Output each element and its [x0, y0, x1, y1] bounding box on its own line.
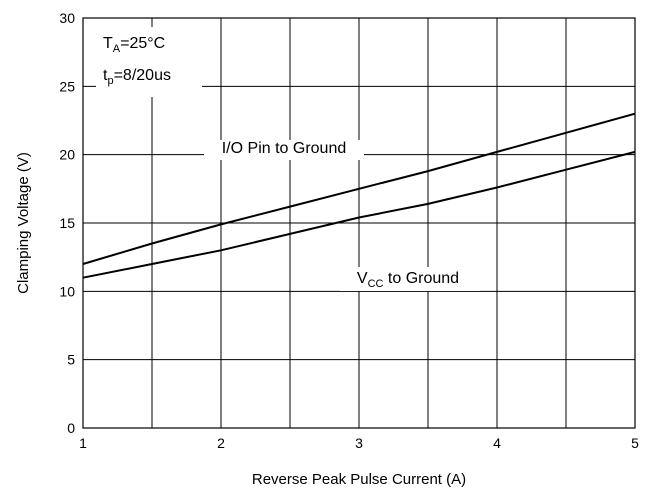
series-line-vcc-to-ground	[82, 150, 636, 279]
condition-pulse-value: =8/20us	[114, 67, 171, 84]
y-tick-label: 15	[59, 215, 75, 231]
series-label-vcc-rest: to Ground	[383, 270, 459, 287]
condition-temperature-sub: A	[113, 43, 121, 55]
series-label-io: I/O Pin to Ground	[222, 140, 347, 157]
x-tick-label: 2	[217, 435, 225, 451]
condition-temperature-value: =25°C	[120, 35, 165, 52]
conditions-label-background	[96, 27, 202, 97]
series-label-vcc-sub: CC	[368, 278, 384, 290]
y-tick-label: 5	[67, 352, 75, 368]
x-tick-label: 3	[355, 435, 363, 451]
condition-temperature: TA=25°C	[103, 35, 165, 55]
vcc-label-background	[340, 267, 480, 291]
y-tick-label: 20	[59, 147, 75, 163]
series-label-vcc-main: V	[357, 270, 368, 287]
series-label-vcc: VCC to Ground	[357, 270, 459, 290]
condition-pulse-sub: p	[107, 75, 113, 87]
y-tick-label: 30	[59, 10, 75, 26]
x-axis-title: Reverse Peak Pulse Current (A)	[252, 471, 466, 488]
x-tick-label: 5	[631, 435, 639, 451]
tick-labels: 1 2 3 4 5 0 5 10 15 20 25 30	[59, 10, 639, 451]
y-axis-title: Clamping Voltage (V)	[15, 152, 32, 294]
condition-temperature-main: T	[103, 35, 113, 52]
condition-pulse: tp=8/20us	[103, 67, 171, 87]
y-tick-label: 0	[67, 420, 75, 436]
x-tick-label: 4	[493, 435, 501, 451]
y-tick-label: 25	[59, 78, 75, 94]
condition-pulse-main: t	[103, 67, 108, 84]
series-lines	[82, 112, 636, 279]
series-line-io-pin-to-ground	[82, 112, 636, 265]
x-tick-label: 1	[79, 435, 87, 451]
y-tick-label: 10	[59, 283, 75, 299]
io-label-background	[204, 140, 364, 160]
plot-frame	[82, 17, 636, 429]
